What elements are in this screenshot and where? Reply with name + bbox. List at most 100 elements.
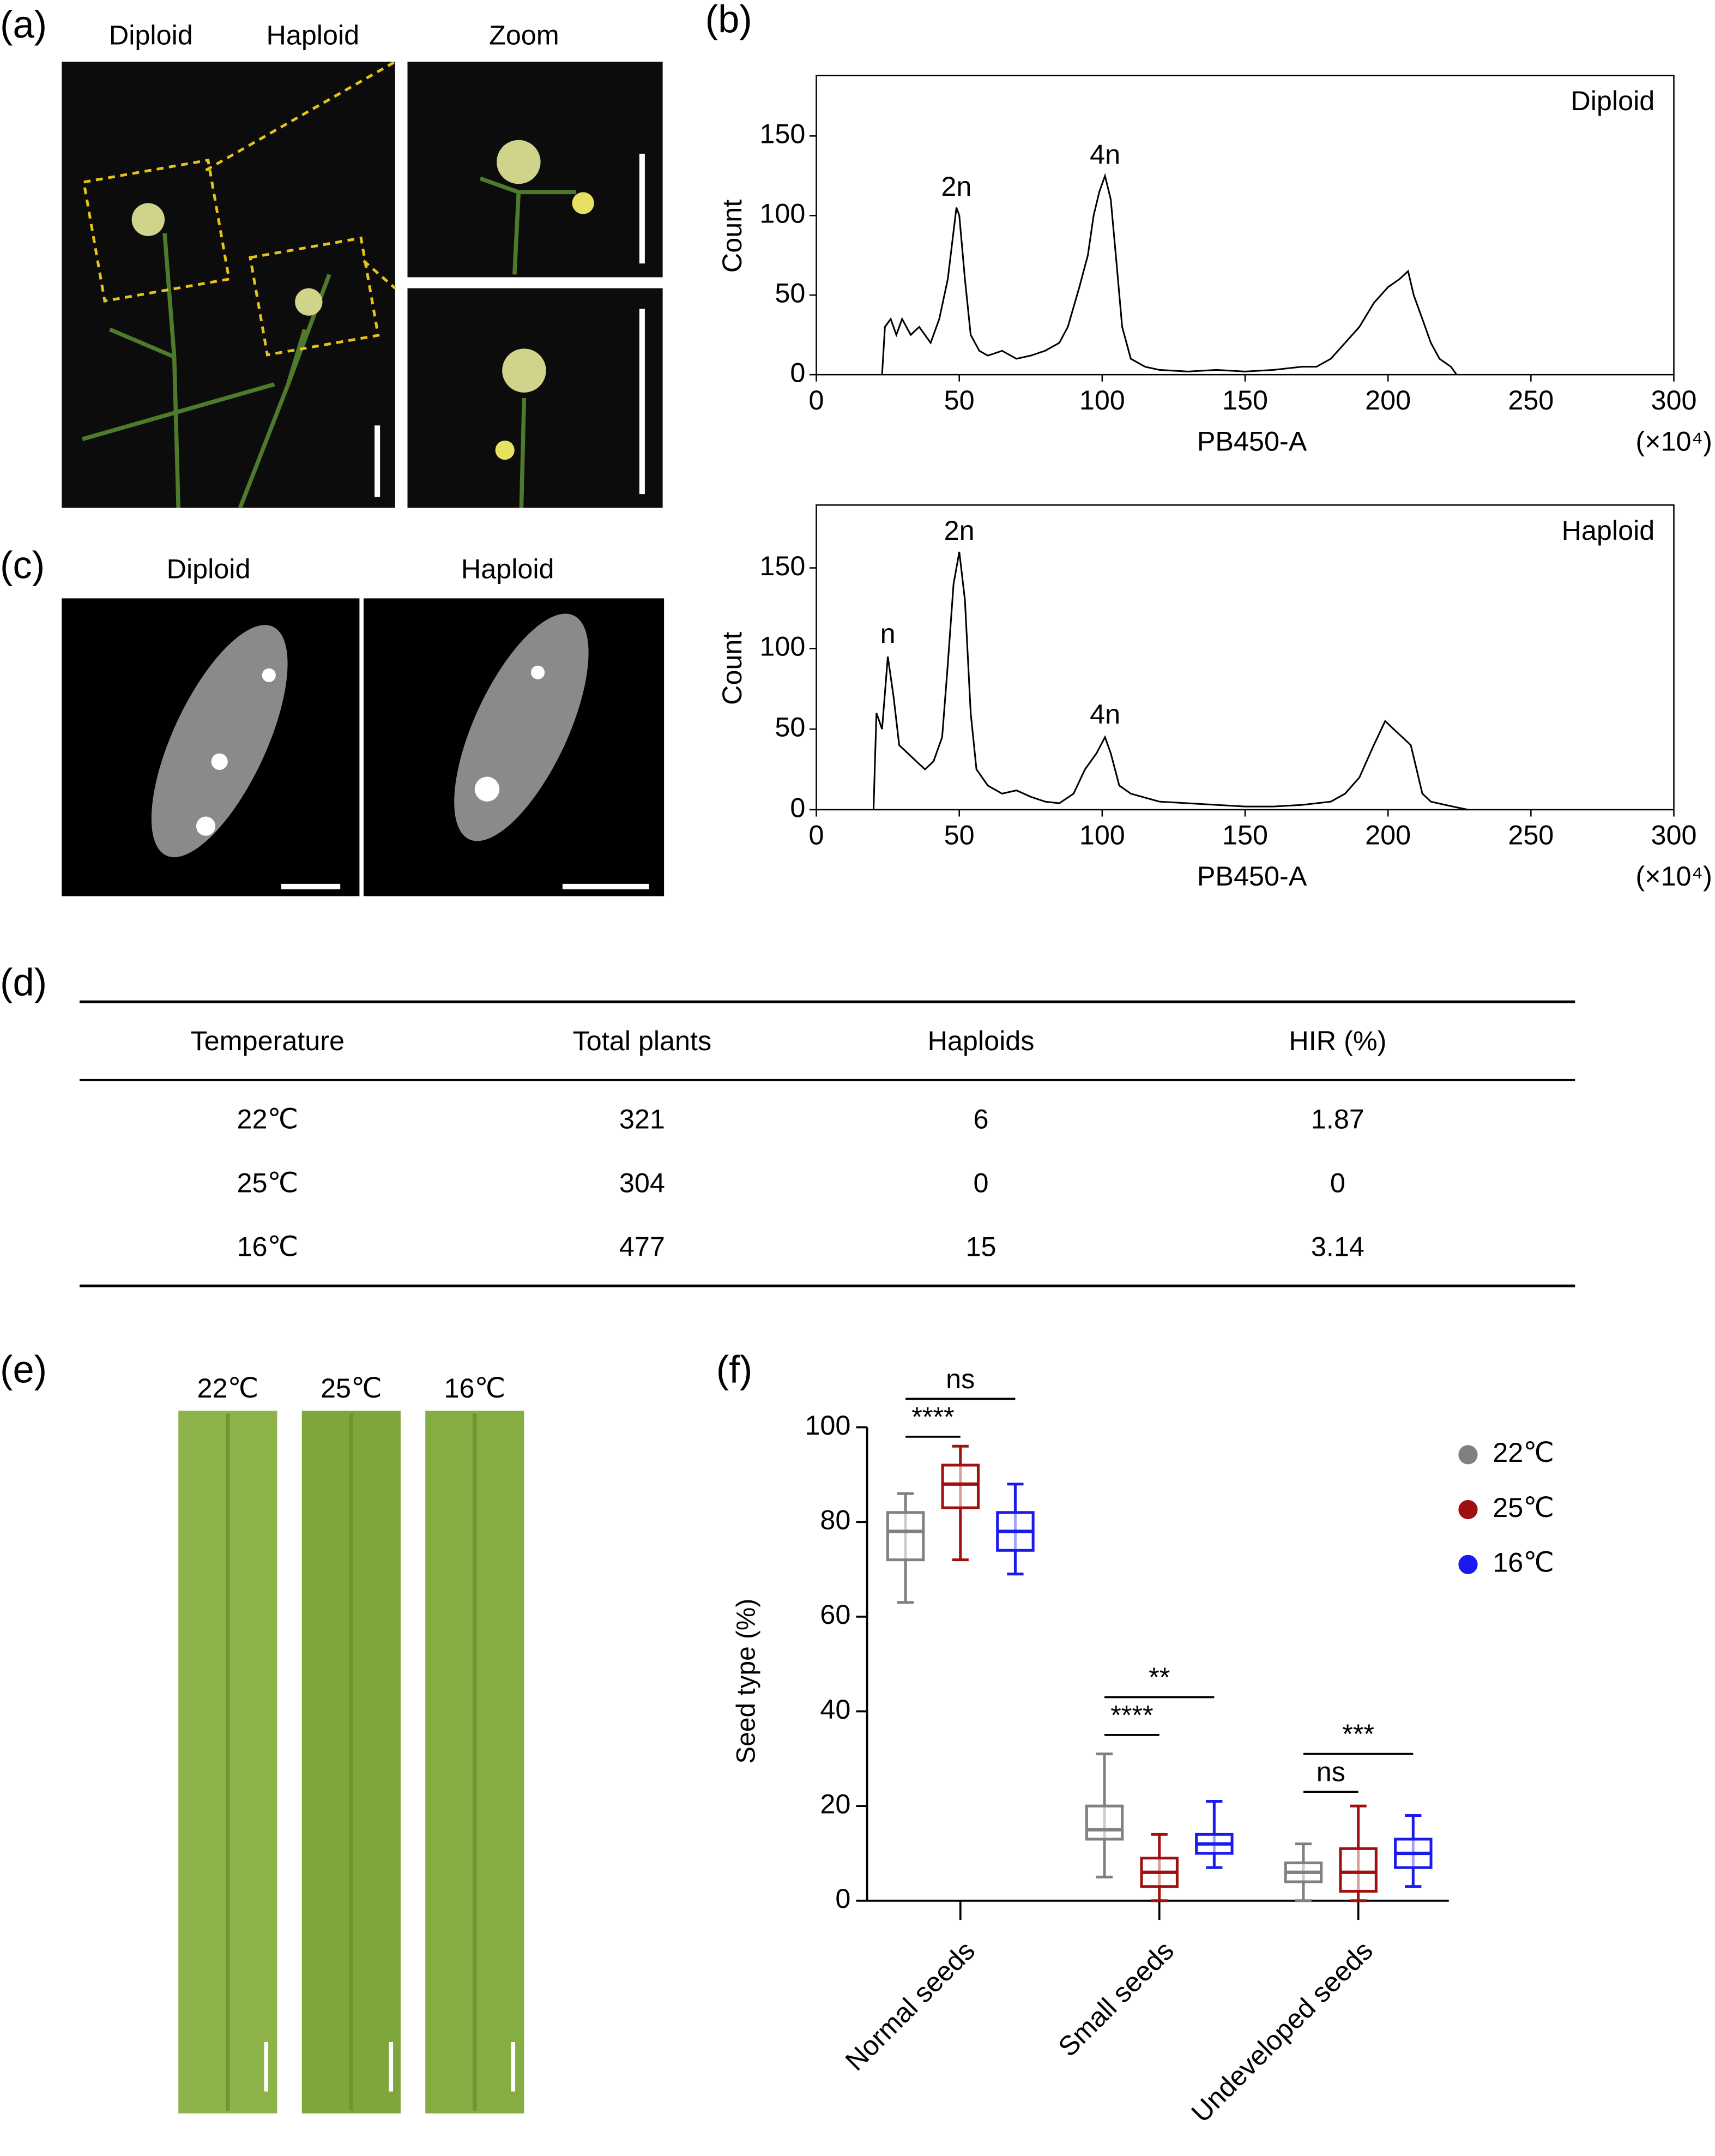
x-tick-label: 50 [944,384,975,415]
plot-frame [816,504,1675,811]
x-tick-label: 250 [1508,820,1554,851]
y-tick-label: 20 [820,1788,850,1819]
photo-label: Zoom [489,19,559,50]
x-tick-label: 150 [1222,820,1268,851]
significance-label: ** [1149,1661,1170,1693]
x-tick-label: 250 [1508,384,1554,415]
photo-label: 16℃ [444,1372,506,1404]
y-axis-label: Count [716,632,747,705]
y-tick-label: 100 [805,1410,850,1441]
table-cell: 1.87 [1311,1104,1364,1135]
y-tick-label: 100 [759,198,805,229]
y-tick-label: 0 [790,792,805,823]
panel-label: (d) [0,961,47,1004]
x-axis-unit: (×10⁴) [1635,425,1712,456]
x-tick-label: 100 [1079,384,1125,415]
x-axis-label: PB450-A [1197,425,1307,456]
y-tick-label: 0 [835,1883,850,1914]
x-tick-label: 200 [1365,384,1411,415]
x-tick-label: Small seeds [1052,1935,1180,2062]
x-tick-label: 50 [944,820,975,851]
x-tick-label: 0 [808,820,824,851]
table-cell: 15 [966,1231,997,1262]
peak-label: 2n [944,515,975,546]
photo-label: Haploid [461,553,554,584]
box [886,1511,925,1562]
table-cell: 477 [619,1231,665,1262]
table-header: HIR (%) [1289,1025,1386,1056]
significance-label: **** [1110,1699,1153,1730]
box [941,1464,980,1509]
table-cell: 16℃ [237,1231,299,1262]
photo-label: Diploid [109,19,193,50]
y-tick-label: 50 [775,278,805,309]
peak-label: 4n [1090,698,1120,730]
significance-label: *** [1342,1718,1374,1749]
photo-label: Haploid [266,19,359,50]
legend-label: 16℃ [1493,1547,1554,1578]
box [1085,1804,1124,1841]
x-tick-label: 200 [1365,820,1411,851]
panel-label: (e) [0,1347,47,1390]
panel-label: (a) [0,3,47,46]
table-header: Temperature [191,1025,345,1056]
legend-marker [1458,1445,1478,1465]
panel-label: (b) [705,0,752,40]
photo-label: Diploid [167,553,251,584]
histogram-line [872,551,1469,811]
chart-title: Diploid [1571,85,1654,116]
x-axis-label: PB450-A [1197,860,1307,892]
box [1339,1847,1378,1893]
x-tick-label: Undeveloped seeds [1185,1935,1379,2128]
table-cell: 0 [974,1167,989,1199]
panel-label: (f) [716,1347,753,1390]
significance-label: ns [946,1363,975,1394]
panel-label: (c) [0,544,45,587]
y-tick-label: 0 [790,357,805,388]
y-axis-label: Count [716,200,747,273]
table-cell: 25℃ [237,1167,299,1199]
y-tick-label: 150 [759,550,805,581]
legend-marker [1458,1499,1478,1520]
table-cell: 3.14 [1311,1231,1364,1262]
table-cell: 6 [974,1104,989,1135]
table-cell: 0 [1330,1167,1345,1199]
y-tick-label: 100 [759,631,805,662]
table-cell: 22℃ [237,1104,299,1135]
photo-plants [62,61,663,509]
x-tick-label: 0 [808,384,824,415]
legend-label: 25℃ [1493,1492,1554,1523]
histogram-line [881,173,1458,376]
legend-marker [1458,1555,1478,1574]
table-cell: 304 [619,1167,665,1199]
y-axis-label: Seed type (%) [732,1599,760,1764]
table [79,1000,1575,1287]
x-tick-label: 300 [1651,384,1697,415]
y-tick-label: 80 [820,1504,850,1535]
table-header: Haploids [928,1025,1035,1056]
x-tick-label: 100 [1079,820,1125,851]
y-tick-label: 150 [759,118,805,149]
photo-label: 25℃ [321,1372,382,1404]
photo-label: 22℃ [197,1372,259,1404]
photo-siliques [178,1411,524,2113]
x-tick-label: 300 [1651,820,1697,851]
peak-label: n [880,618,896,649]
chart-title: Haploid [1562,515,1655,546]
photo-nuclei [62,598,665,896]
y-tick-label: 60 [820,1599,850,1630]
table-header: Total plants [573,1025,712,1056]
peak-label: 4n [1090,139,1120,170]
legend-label: 22℃ [1493,1437,1554,1468]
table-cell: 321 [619,1104,665,1135]
plot-frame [816,75,1675,376]
y-tick-label: 50 [775,711,805,742]
x-axis-unit: (×10⁴) [1635,860,1712,892]
peak-label: 2n [941,171,971,202]
y-tick-label: 40 [820,1694,850,1725]
x-tick-label: Normal seeds [839,1935,981,2076]
significance-label: **** [911,1401,954,1432]
significance-label: ns [1317,1756,1345,1787]
x-tick-label: 150 [1222,384,1268,415]
